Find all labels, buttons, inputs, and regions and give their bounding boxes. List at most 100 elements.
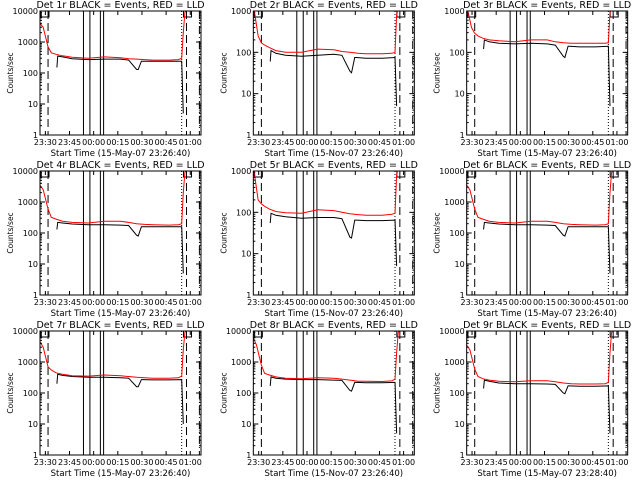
y-tick-label: 100 — [236, 208, 251, 217]
panel-7: Det 7r BLACK = Events, RED = LLD 1 10 100 10… — [6, 320, 205, 479]
x-tick-label: 00:15 — [320, 458, 343, 467]
x-tick-label: 00:45 — [368, 138, 391, 147]
y-tick-label: 10000 — [13, 327, 38, 336]
panel-5: Det 5r BLACK = Events, RED = LLD 1 10 100 10… — [219, 160, 418, 319]
plot-frame — [39, 10, 202, 136]
plot-frame — [39, 330, 202, 456]
series-lld-line — [253, 331, 401, 383]
y-tick-label: 100 — [449, 389, 464, 398]
x-tick-label: 23:30 — [247, 458, 270, 467]
series-events-line — [269, 49, 398, 107]
series-lld-line — [466, 331, 614, 385]
series-lld-line — [466, 171, 614, 226]
x-tick-label: 23:30 — [461, 458, 484, 467]
x-tick-label: 23:45 — [485, 458, 508, 467]
x-tick-label: 00:00 — [509, 458, 532, 467]
y-tick-label: 10 — [28, 420, 38, 429]
y-tick-label: 1 — [246, 291, 251, 300]
x-tick-label: 01:00 — [179, 138, 202, 147]
y-tick-label: 100 — [236, 48, 251, 57]
x-tick-label: 00:15 — [320, 298, 343, 307]
x-axis-label: Start Time (15-May-07 23:26:40) — [477, 309, 617, 319]
x-tick-label: 00:15 — [533, 458, 556, 467]
x-tick-label: 00:30 — [130, 458, 153, 467]
x-axis-label: Start Time (15-May-07 23:26:40) — [51, 309, 191, 319]
series-lld-line — [40, 11, 187, 61]
y-tick-label: 10 — [28, 100, 38, 109]
chart-title: Det 5r BLACK = Events, RED = LLD — [250, 160, 418, 171]
x-axis-label: Start Time (15-May-07 23:26:40) — [51, 149, 191, 159]
x-tick-label: 23:45 — [58, 298, 81, 307]
series-events-line — [269, 212, 398, 267]
y-axis-label: Counts/sec — [433, 212, 442, 253]
x-axis-label: Start Time (15-May-07 23:28:40) — [477, 469, 617, 479]
x-tick-label: 23:30 — [247, 298, 270, 307]
panel-3: Det 3r BLACK = Events, RED = LLD 1 10 100 10… — [433, 0, 632, 159]
plot-frame — [252, 10, 415, 136]
x-tick-label: 01:00 — [605, 298, 628, 307]
x-tick-label: 00:15 — [533, 298, 556, 307]
plot-frame — [466, 170, 629, 296]
series-lld-line — [253, 171, 399, 216]
panel-9: Det 9r BLACK = Events, RED = LLD 1 10 100 10… — [433, 320, 632, 479]
y-tick-label: 10000 — [13, 7, 38, 16]
x-axis-label: Start Time (15-Nov-07 23:26:40) — [265, 309, 404, 319]
x-tick-label: 00:15 — [106, 458, 129, 467]
series-lld-line — [40, 171, 187, 226]
x-tick-label: 01:00 — [392, 138, 415, 147]
x-tick-label: 00:45 — [581, 458, 604, 467]
x-tick-label: 00:30 — [344, 138, 367, 147]
panel-4: Det 4r BLACK = Events, RED = LLD 1 10 100 10… — [6, 160, 205, 319]
y-tick-label: 1000 — [18, 198, 38, 207]
x-tick-label: 23:45 — [271, 298, 294, 307]
x-tick-label: 23:30 — [34, 298, 57, 307]
y-tick-label: 1 — [33, 451, 38, 460]
y-tick-label: 1000 — [444, 198, 464, 207]
x-tick-label: 00:30 — [557, 138, 580, 147]
x-tick-label: 00:00 — [509, 138, 532, 147]
y-tick-label: 10 — [241, 250, 251, 259]
x-tick-label: 23:45 — [58, 458, 81, 467]
plot-frame — [39, 170, 202, 296]
series-lld-line — [467, 11, 612, 44]
y-axis-label: Counts/sec — [6, 212, 15, 253]
series-lld-line — [40, 331, 187, 379]
y-tick-label: 10 — [454, 420, 464, 429]
x-tick-label: 01:00 — [605, 458, 628, 467]
x-tick-label: 00:00 — [82, 138, 105, 147]
x-tick-label: 00:00 — [509, 298, 532, 307]
y-tick-label: 100 — [23, 389, 38, 398]
series-events-line — [483, 221, 611, 274]
y-tick-label: 10000 — [439, 167, 464, 176]
y-tick-label: 10 — [241, 420, 251, 429]
x-tick-label: 00:30 — [130, 298, 153, 307]
chart-title: Det 9r BLACK = Events, RED = LLD — [463, 320, 631, 331]
x-axis-label: Start Time (15-May-07 23:26:40) — [51, 469, 191, 479]
x-tick-label: 00:15 — [320, 138, 343, 147]
plot-frame — [252, 330, 415, 456]
y-axis-label: Counts/sec — [219, 372, 228, 413]
x-tick-label: 23:30 — [461, 298, 484, 307]
x-tick-label: 00:30 — [344, 458, 367, 467]
y-tick-label: 100 — [236, 389, 251, 398]
x-tick-label: 00:00 — [295, 138, 318, 147]
y-axis-label: Counts/sec — [433, 52, 442, 93]
series-events-line — [56, 221, 184, 274]
y-tick-label: 1 — [33, 131, 38, 140]
y-tick-label: 10000 — [13, 167, 38, 176]
x-tick-label: 00:00 — [295, 458, 318, 467]
x-tick-label: 23:30 — [34, 458, 57, 467]
y-tick-label: 100 — [23, 69, 38, 78]
x-tick-label: 01:00 — [605, 138, 628, 147]
x-tick-label: 01:00 — [392, 458, 415, 467]
x-tick-label: 23:45 — [271, 458, 294, 467]
series-lld-line — [253, 11, 399, 55]
series-events-line — [56, 55, 184, 114]
y-tick-label: 10 — [28, 260, 38, 269]
x-tick-label: 23:30 — [34, 138, 57, 147]
panel-8: Det 8r BLACK = Events, RED = LLD 1 10 100 10… — [219, 320, 418, 479]
chart-title: Det 3r BLACK = Events, RED = LLD — [463, 0, 631, 11]
x-tick-label: 00:30 — [557, 458, 580, 467]
y-tick-label: 1 — [460, 131, 465, 140]
x-axis-label: Start Time (15-Nov-07 23:26:40) — [265, 469, 404, 479]
